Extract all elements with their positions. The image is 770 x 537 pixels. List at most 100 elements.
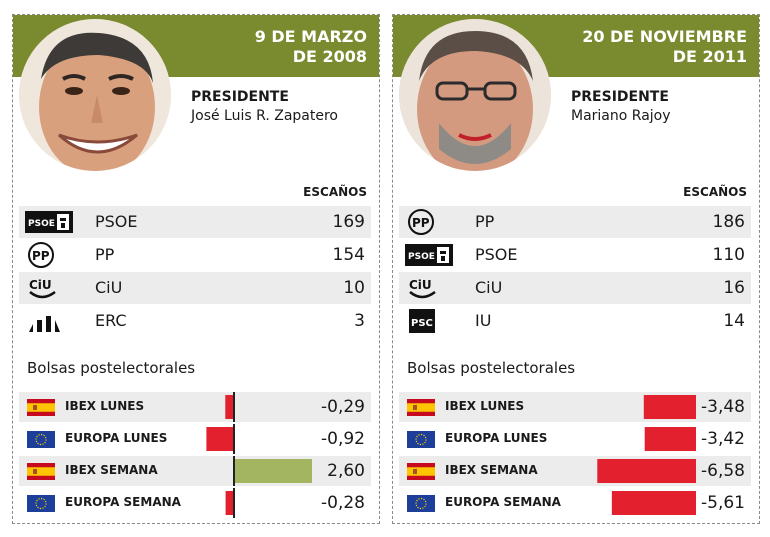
seats-header: ESCAÑOS (683, 185, 747, 199)
panel-2011: 20 DE NOVIEMBRE DE 2011 PRESIDENTE Maria… (392, 14, 760, 524)
market-value: -3,48 (701, 397, 745, 417)
market-label: EUROPA SEMANA (65, 495, 181, 509)
market-row: IBEX LUNES -0,29 (19, 392, 371, 422)
panel-2008: 9 DE MARZO DE 2008 PRESIDENTE José Luis … (12, 14, 380, 524)
market-label: IBEX SEMANA (65, 463, 158, 477)
market-label: EUROPA LUNES (445, 431, 548, 445)
market-label: IBEX SEMANA (445, 463, 538, 477)
svg-text:PP: PP (412, 216, 430, 230)
spain-flag-icon (27, 463, 55, 480)
seats-header: ESCAÑOS (303, 185, 367, 199)
bar-mark (597, 459, 696, 483)
market-value: -5,61 (701, 493, 745, 513)
seat-row-psoe: PSOE PSOE 169 (19, 206, 371, 238)
spain-flag-icon (407, 463, 435, 480)
date-line-1: 20 DE NOVIEMBRE (582, 27, 747, 46)
election-date: 9 DE MARZO DE 2008 (167, 27, 367, 67)
market-label: EUROPA LUNES (65, 431, 168, 445)
market-bar-0-2 (233, 456, 312, 486)
market-bar-1-1 (644, 427, 696, 451)
portrait-image-icon (19, 19, 171, 171)
svg-text:CiU: CiU (409, 278, 432, 292)
seat-row-pp: PP PP 186 (399, 206, 751, 238)
market-value: -6,58 (701, 461, 745, 481)
date-line-2: DE 2008 (292, 47, 367, 66)
erc-logo-icon (29, 316, 60, 332)
svg-text:PSOE: PSOE (408, 252, 435, 262)
eu-flag-icon (27, 495, 55, 512)
seat-count: 14 (723, 311, 745, 331)
president-title: PRESIDENTE (571, 89, 669, 105)
market-value: 2,60 (327, 461, 365, 481)
portrait-image-icon (399, 19, 551, 171)
party-name: PSOE (475, 245, 518, 264)
market-bar-1-0 (643, 395, 696, 419)
ciu-logo-icon: CiU (409, 278, 436, 299)
seat-row-iu: PSC IU 14 (399, 305, 751, 337)
psc-logo-icon: PSC (409, 309, 435, 333)
party-name: IU (475, 311, 492, 330)
election-date: 20 DE NOVIEMBRE DE 2011 (547, 27, 747, 67)
pp-logo-icon: PP (28, 242, 54, 268)
market-value: -0,92 (321, 429, 365, 449)
party-name: ERC (95, 311, 127, 330)
market-bar-0-3 (225, 488, 235, 518)
president-portrait (19, 19, 171, 171)
seat-row-ciu: CiU CiU 10 (19, 272, 371, 304)
market-row: EUROPA LUNES -0,92 (19, 424, 371, 454)
market-label: EUROPA SEMANA (445, 495, 561, 509)
svg-text:PSC: PSC (411, 318, 433, 329)
bar-mark (643, 395, 696, 419)
bar-mark (225, 491, 234, 515)
seat-count: 154 (332, 245, 365, 265)
market-value: -0,29 (321, 397, 365, 417)
market-value: -3,42 (701, 429, 745, 449)
markets-title: Bolsas postelectorales (27, 359, 196, 377)
bar-mark (611, 491, 696, 515)
market-label: IBEX LUNES (65, 399, 145, 413)
market-bar-1-2 (597, 459, 696, 483)
pp-logo-icon: PP (408, 209, 434, 235)
party-name: PP (475, 212, 495, 231)
psoe-logo-icon: PSOE (25, 211, 73, 233)
party-name: CiU (475, 278, 503, 297)
ciu-logo-icon: CiU (29, 278, 56, 299)
party-name: CiU (95, 278, 123, 297)
svg-text:CiU: CiU (29, 278, 52, 292)
psoe-logo-icon: PSOE (405, 244, 453, 266)
date-line-1: 9 DE MARZO (254, 27, 367, 46)
svg-text:PSOE: PSOE (28, 219, 55, 229)
bar-mark (234, 459, 312, 483)
market-value: -0,28 (321, 493, 365, 513)
seat-count: 110 (712, 245, 745, 265)
market-bar-1-3 (611, 491, 696, 515)
market-row: IBEX SEMANA -6,58 (399, 456, 751, 486)
seat-row-psoe: PSOE PSOE 110 (399, 239, 751, 271)
svg-text:PP: PP (32, 249, 50, 263)
bar-mark (206, 427, 234, 451)
president-title: PRESIDENTE (191, 89, 289, 105)
bar-mark (225, 395, 234, 419)
market-row: IBEX SEMANA 2,60 (19, 456, 371, 486)
eu-flag-icon (407, 431, 435, 448)
seat-row-ciu: CiU CiU 16 (399, 272, 751, 304)
market-bar-0-0 (225, 392, 235, 422)
eu-flag-icon (27, 431, 55, 448)
seat-row-erc: ERC 3 (19, 305, 371, 337)
seat-row-pp: PP PP 154 (19, 239, 371, 271)
party-name: PSOE (95, 212, 138, 231)
party-name: PP (95, 245, 115, 264)
market-bar-0-1 (206, 424, 235, 454)
markets-title: Bolsas postelectorales (407, 359, 576, 377)
bar-mark (644, 427, 696, 451)
seat-count: 186 (712, 212, 745, 232)
seat-count: 3 (354, 311, 365, 331)
seat-count: 169 (332, 212, 365, 232)
seat-count: 10 (343, 278, 365, 298)
president-portrait (399, 19, 551, 171)
market-row: EUROPA SEMANA -5,61 (399, 488, 751, 518)
market-row: EUROPA SEMANA -0,28 (19, 488, 371, 518)
market-label: IBEX LUNES (445, 399, 525, 413)
market-row: IBEX LUNES -3,48 (399, 392, 751, 422)
spain-flag-icon (407, 399, 435, 416)
